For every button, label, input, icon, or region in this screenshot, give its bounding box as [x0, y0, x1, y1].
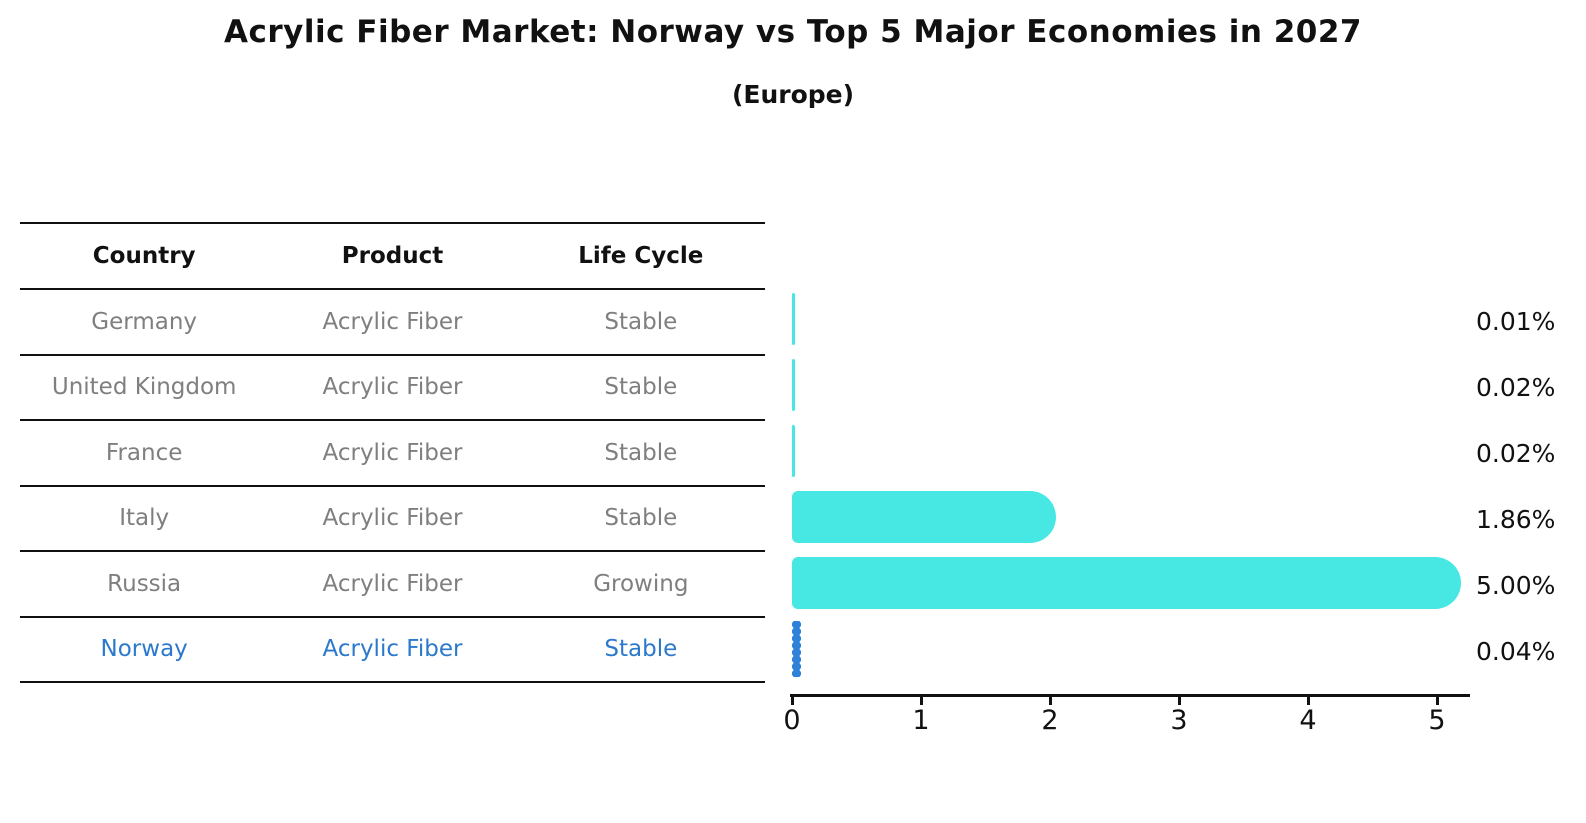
x-axis-tick — [1049, 696, 1052, 705]
value-label: 0.02% — [1476, 372, 1556, 402]
table-cell-life-cycle: Stable — [604, 439, 678, 466]
bar-united-kingdom — [792, 358, 795, 411]
x-axis-tick — [920, 696, 923, 705]
table-cell-country: United Kingdom — [51, 374, 237, 401]
table-row: Norway Acrylic Fiber Stable — [20, 618, 765, 683]
x-axis-tick — [1178, 696, 1181, 705]
table-cell-country: Italy — [119, 505, 170, 532]
table-cell-country: Russia — [107, 570, 182, 597]
table-row: United Kingdom Acrylic Fiber Stable — [20, 356, 765, 421]
x-axis-tick-label: 4 — [1299, 705, 1317, 736]
x-axis-tick-label: 1 — [912, 705, 930, 736]
table-cell-life-cycle: Growing — [593, 570, 689, 597]
table-cell-product: Acrylic Fiber — [322, 570, 463, 597]
x-axis-tick-label: 3 — [1170, 705, 1188, 736]
value-label: 5.00% — [1476, 570, 1556, 600]
table-cell-life-cycle: Stable — [604, 374, 678, 401]
table-cell-life-cycle: Stable — [604, 505, 678, 532]
x-axis-tick-label: 5 — [1428, 705, 1446, 736]
bar-italy — [792, 490, 1056, 543]
value-label: 0.01% — [1476, 306, 1556, 336]
value-label: 0.04% — [1476, 636, 1556, 666]
table-cell-country: Norway — [100, 636, 188, 663]
value-label: 1.86% — [1476, 504, 1556, 534]
table-cell-country: Germany — [91, 308, 198, 335]
country-table: Country Product Life Cycle Germany Acryli… — [20, 222, 765, 683]
table-cell-life-cycle: Stable — [604, 308, 678, 335]
x-axis-tick — [1436, 696, 1439, 705]
bar-germany — [792, 292, 795, 345]
table-cell-product: Acrylic Fiber — [322, 374, 463, 401]
x-axis-tick-label: 0 — [783, 705, 801, 736]
chart-subtitle: (Europe) — [731, 80, 855, 109]
column-header-life-cycle: Life Cycle — [578, 243, 704, 269]
table-cell-product: Acrylic Fiber — [322, 439, 463, 466]
table-cell-product: Acrylic Fiber — [322, 308, 463, 335]
column-header-product: Product — [341, 243, 444, 269]
table-cell-product: Acrylic Fiber — [322, 636, 463, 663]
table-row: Italy Acrylic Fiber Stable — [20, 487, 765, 552]
table-cell-product: Acrylic Fiber — [322, 505, 463, 532]
value-label: 0.02% — [1476, 438, 1556, 468]
bar-norway — [792, 620, 801, 677]
chart-title: Acrylic Fiber Market: Norway vs Top 5 Ma… — [224, 14, 1362, 50]
table-row: Russia Acrylic Fiber Growing — [20, 552, 765, 618]
column-header-country: Country — [92, 243, 196, 269]
bar-russia — [792, 556, 1461, 609]
table-row: Germany Acrylic Fiber Stable — [20, 290, 765, 356]
table-row: France Acrylic Fiber Stable — [20, 421, 765, 487]
x-axis-tick-label: 2 — [1041, 705, 1059, 736]
table-cell-life-cycle: Stable — [604, 636, 678, 663]
x-axis-tick — [791, 696, 794, 705]
table-header-row: Country Product Life Cycle — [20, 224, 765, 290]
x-axis-line — [790, 694, 1470, 697]
bar-france — [792, 424, 795, 477]
x-axis-tick — [1307, 696, 1310, 705]
table-cell-country: France — [105, 439, 183, 466]
